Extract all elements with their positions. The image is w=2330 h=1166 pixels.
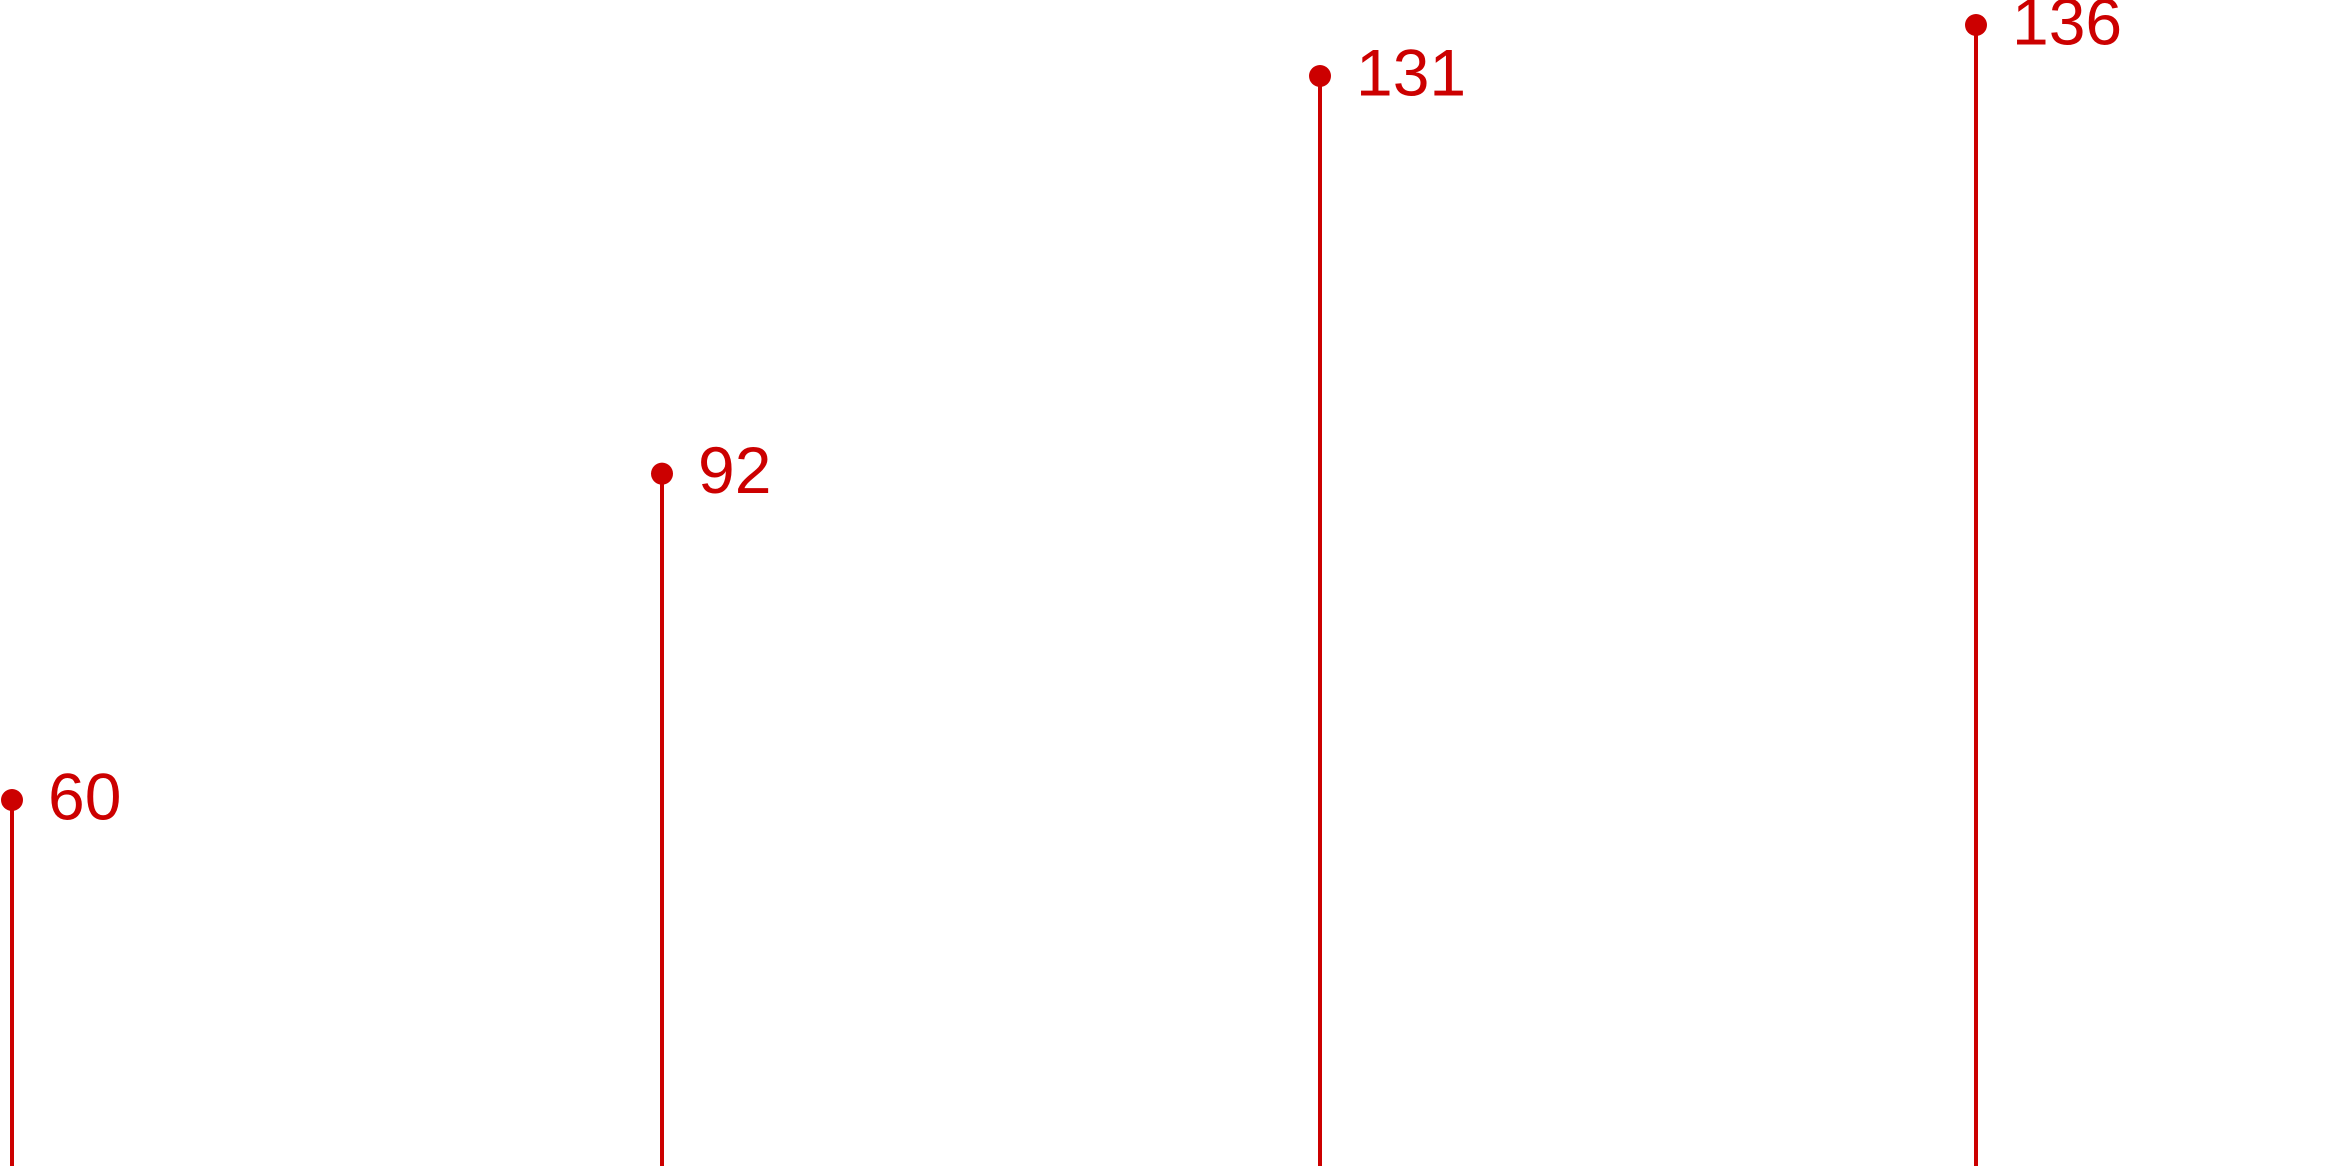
lollipop-point: [651, 462, 673, 485]
lollipop-point: [1965, 14, 1987, 36]
data-label: 131: [1356, 35, 1466, 109]
points-layer: [1, 14, 1987, 811]
data-label: 60: [48, 759, 121, 833]
lollipop-point: [1, 789, 23, 811]
stems-layer: [10, 25, 1978, 1166]
lollipop-point: [1309, 64, 1331, 87]
data-labels-layer: 60 92 131 136: [48, 0, 2122, 833]
data-label: 92: [698, 433, 771, 507]
data-label: 136: [2012, 0, 2122, 58]
